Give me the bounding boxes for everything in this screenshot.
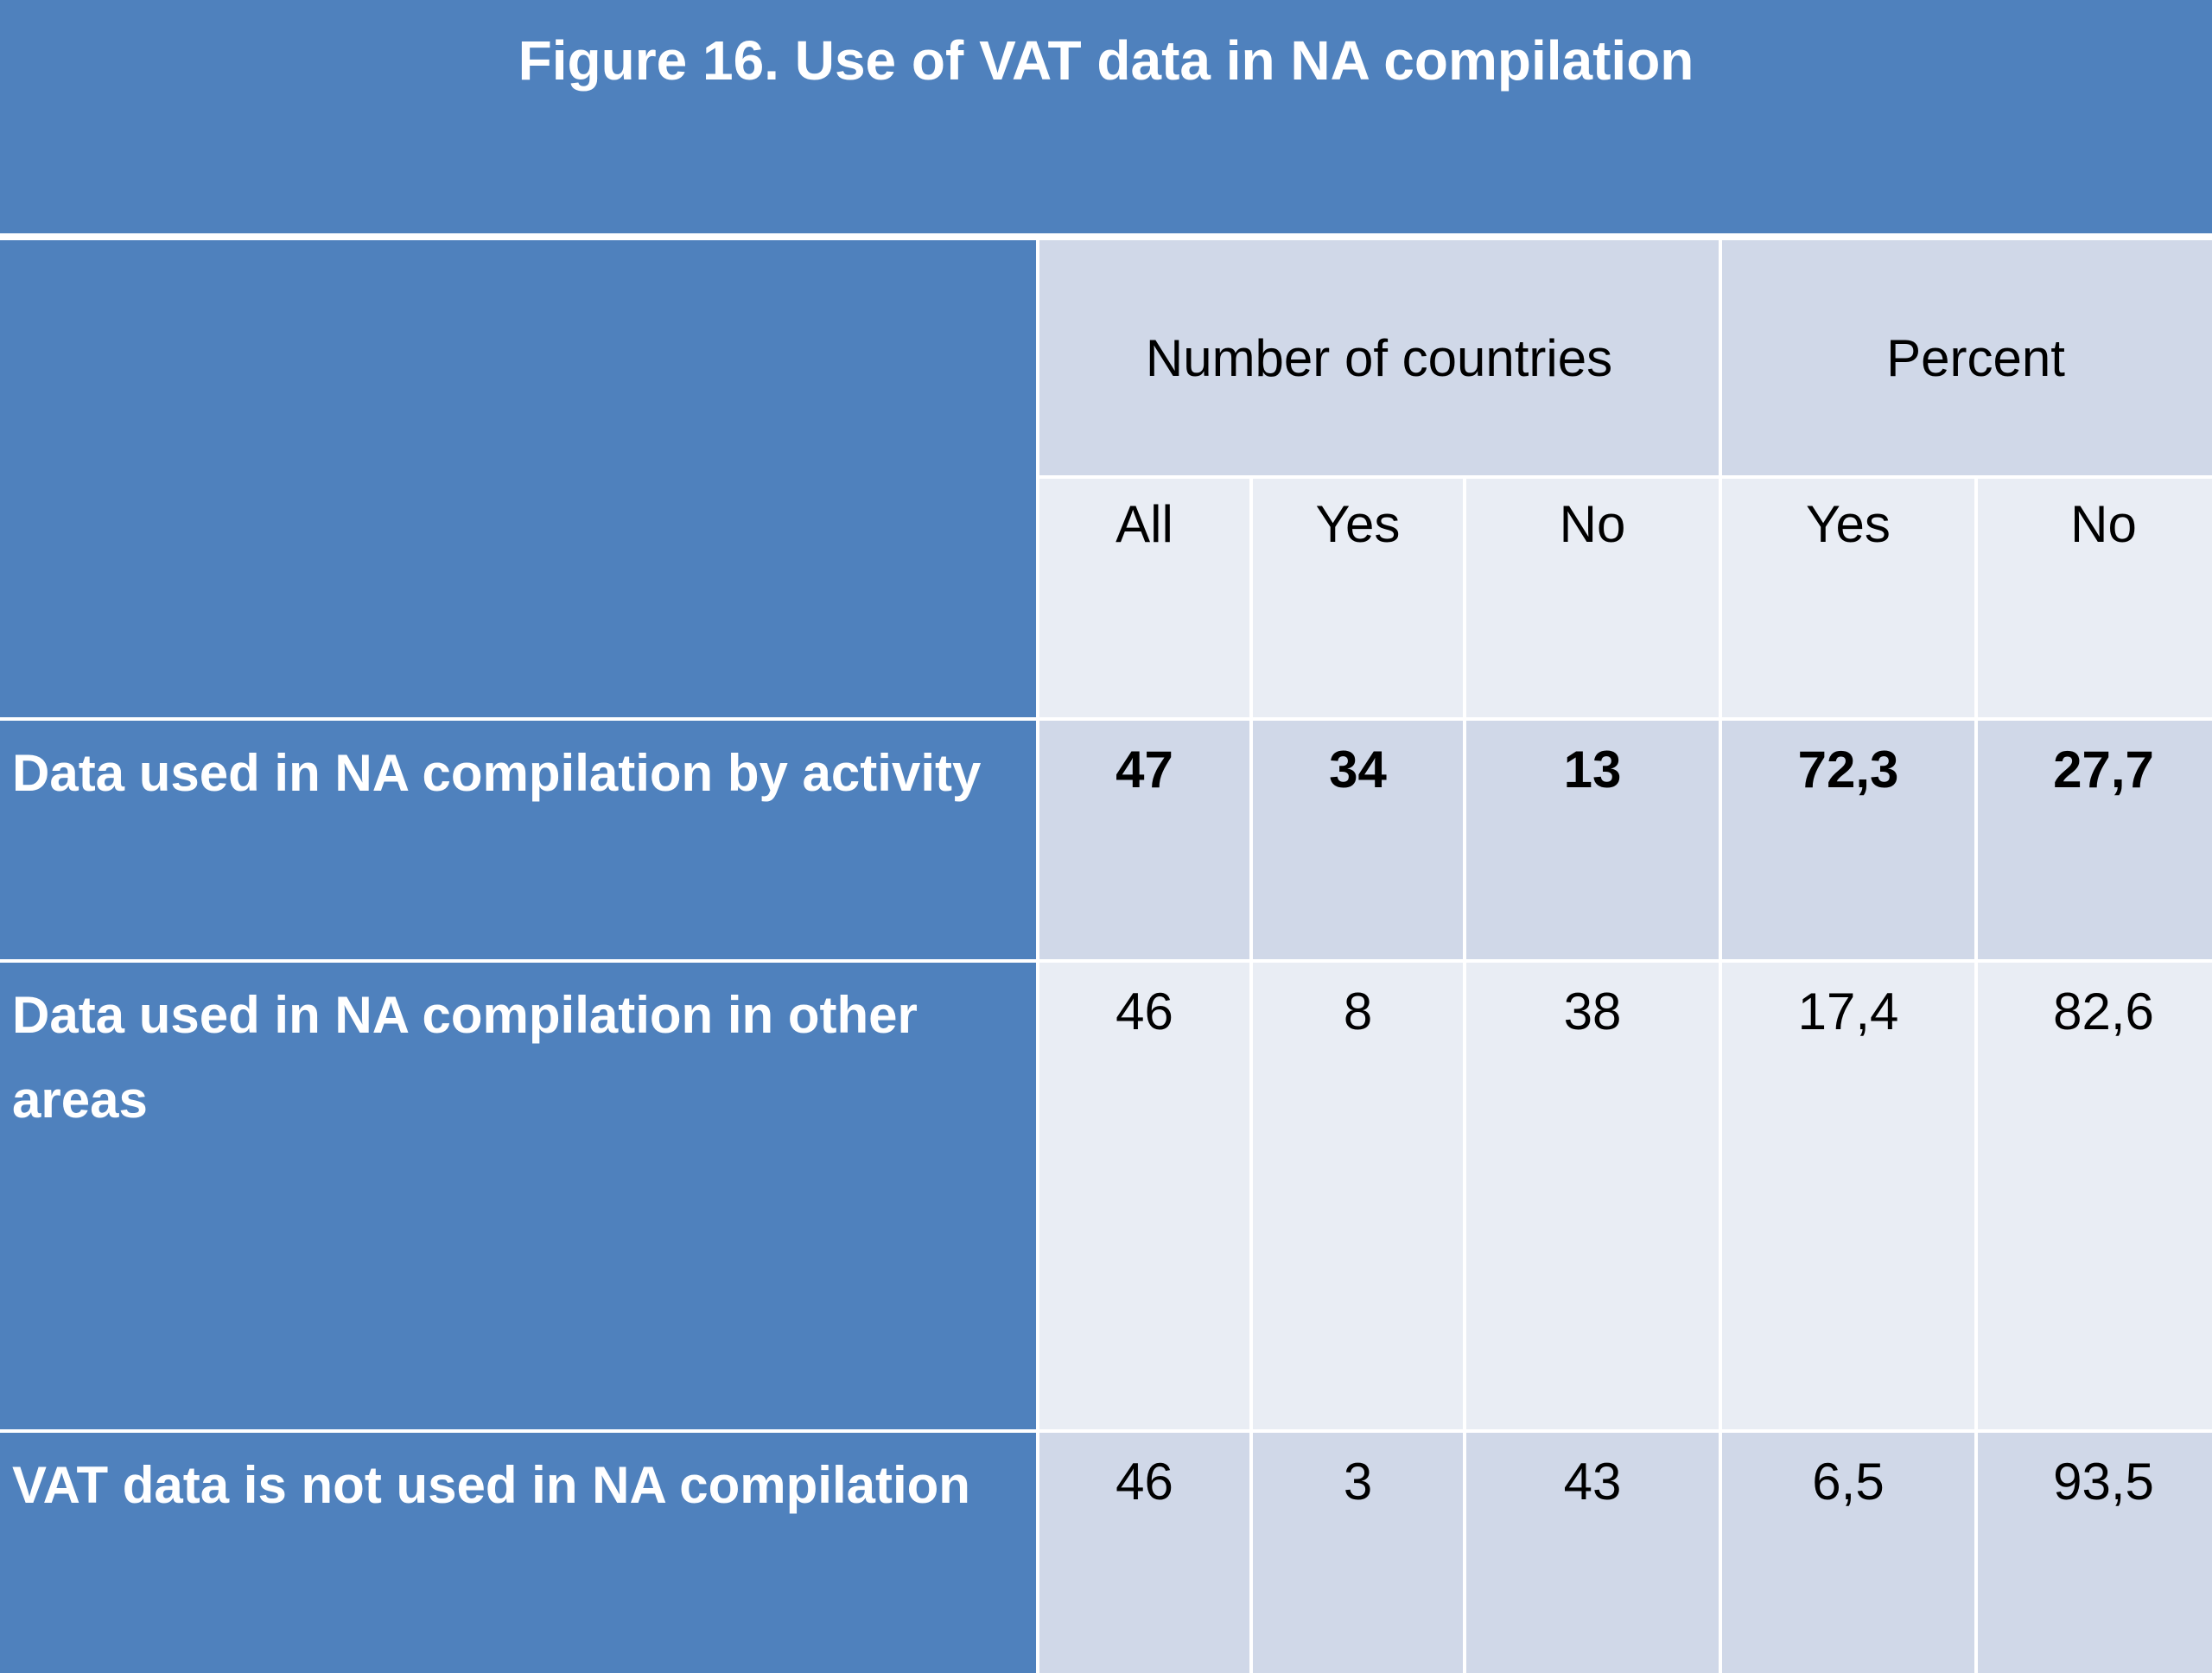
table-cell: 13 (1466, 721, 1719, 959)
table-cell: 38 (1466, 963, 1719, 1429)
subheader-countries-no: No (1466, 479, 1719, 717)
table-cell: 27,7 (1978, 721, 2212, 959)
subheader-countries-yes: Yes (1253, 479, 1463, 717)
row-label: VAT data is not used in NA compilation (0, 1433, 1036, 1673)
table-cell: 47 (1039, 721, 1249, 959)
figure-title: Figure 16. Use of VAT data in NA compila… (518, 29, 1694, 92)
table-cell: 3 (1253, 1433, 1463, 1673)
table-cell: 17,4 (1722, 963, 1974, 1429)
title-bar: Figure 16. Use of VAT data in NA compila… (0, 0, 2212, 233)
header-number-of-countries: Number of countries (1039, 240, 1719, 475)
table-cell: 43 (1466, 1433, 1719, 1673)
table-corner (0, 240, 1036, 717)
table-cell: 46 (1039, 1433, 1249, 1673)
table-cell: 93,5 (1978, 1433, 2212, 1673)
data-table: Number of countries Percent All Yes No Y… (0, 240, 2212, 1673)
subheader-percent-yes: Yes (1722, 479, 1974, 717)
table-cell: 82,6 (1978, 963, 2212, 1429)
table-cell: 46 (1039, 963, 1249, 1429)
table-cell: 8 (1253, 963, 1463, 1429)
table-cell: 6,5 (1722, 1433, 1974, 1673)
header-percent: Percent (1722, 240, 2212, 475)
subheader-all: All (1039, 479, 1249, 717)
table-cell: 34 (1253, 721, 1463, 959)
table-cell: 72,3 (1722, 721, 1974, 959)
row-label: Data used in NA compilation by activity (0, 721, 1036, 959)
row-label: Data used in NA compilation in other are… (0, 963, 1036, 1429)
subheader-percent-no: No (1978, 479, 2212, 717)
